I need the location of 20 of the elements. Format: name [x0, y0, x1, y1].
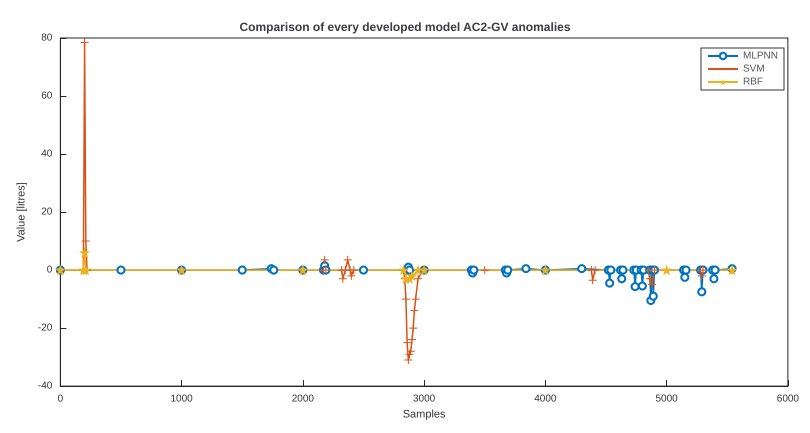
y-tick-label: -20: [38, 322, 53, 334]
legend-label: SVM: [742, 64, 765, 74]
x-tick-label: 0: [58, 394, 64, 405]
x-tick-label: 1000: [170, 394, 194, 405]
x-tick-label: 5000: [656, 394, 678, 405]
y-tick-label: 80: [41, 32, 53, 44]
y-tick-label: 20: [41, 206, 53, 218]
legend-label: MLPNN: [742, 50, 778, 62]
legend-label: RBF: [742, 76, 763, 88]
x-tick-label: 3000: [412, 394, 436, 405]
y-tick-label: 0: [46, 264, 53, 276]
x-tick-label: 6000: [776, 394, 800, 405]
y-tick-label: 40: [41, 148, 53, 160]
y-tick-label: -40: [38, 380, 53, 392]
x-tick-label: 2000: [292, 394, 314, 405]
x-axis-title: Samples: [402, 408, 446, 420]
x-tick-label: 4000: [534, 394, 557, 405]
chart-title: Comparison of every developed model AC2-GV anomalies: [240, 20, 571, 34]
y-tick-label: 60: [41, 90, 53, 102]
y-axis-title: Value [litres]: [16, 182, 28, 242]
